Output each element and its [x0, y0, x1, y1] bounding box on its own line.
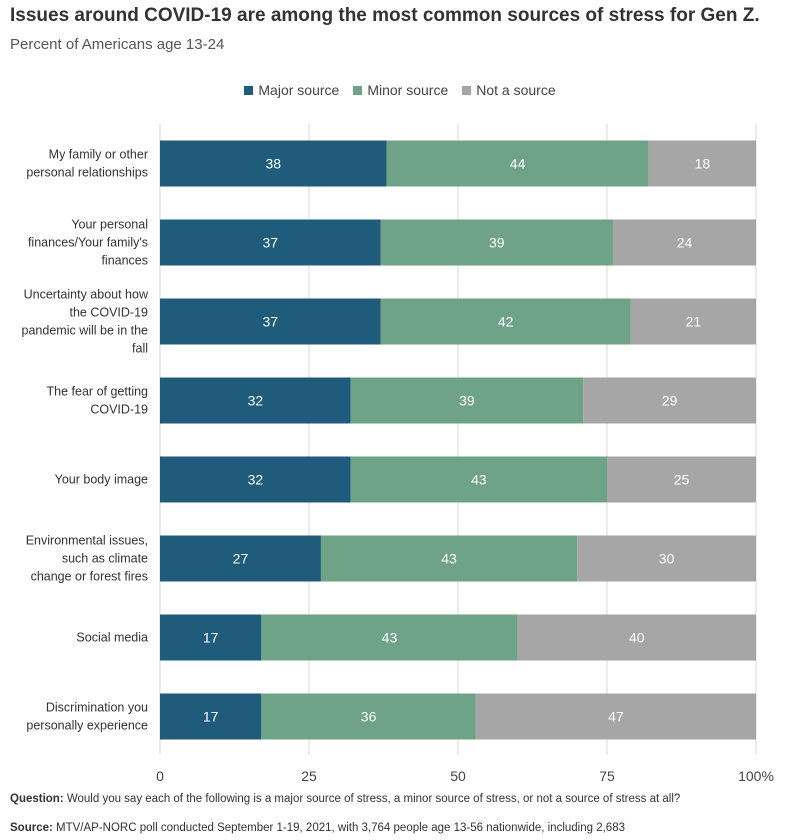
legend-label-major: Major source [258, 82, 340, 98]
category-label-line-1-2: finances [101, 254, 148, 268]
category-label-line-1-1: finances/Your family's [28, 236, 148, 250]
bar-segment-4-0 [160, 456, 351, 503]
footnote-question-label: Question: [10, 793, 64, 805]
data-label-4-2: 25 [674, 472, 690, 488]
category-label-line-3-0: The fear of getting [47, 385, 149, 399]
bar-segment-2-1 [380, 298, 631, 345]
legend-item-major: Major source [244, 82, 339, 98]
chart-title: Issues around COVID-19 are among the mos… [10, 5, 760, 26]
category-label-line-7-1: personally experience [26, 719, 148, 733]
category-label-line-6-0: Social media [76, 631, 148, 645]
category-label-6: Social media [76, 631, 148, 645]
category-label-2: Uncertainty about how the COVID-19 pandemi… [22, 288, 149, 356]
category-label-5: Environmental issues, such as climate chan… [26, 534, 148, 584]
x-tick-label-4: 100% [738, 768, 774, 784]
chart-subtitle: Percent of Americans age 13-24 [10, 36, 225, 53]
bar-segment-7-0 [160, 693, 262, 740]
data-label-1-1: 39 [489, 235, 505, 251]
footnote-question: Question: Would you say each of the foll… [10, 793, 792, 806]
x-tick-label-0: 0 [156, 768, 164, 784]
bar-segment-0-1 [386, 140, 649, 187]
category-label-line-2-3: fall [132, 342, 148, 356]
data-label-2-1: 42 [498, 314, 514, 330]
legend-label-not: Not a source [476, 82, 556, 98]
data-label-1-0: 37 [262, 235, 278, 251]
bar-segment-5-1 [320, 535, 578, 582]
legend-item-minor: Minor source [353, 82, 448, 98]
bar-segment-5-2 [577, 535, 756, 582]
data-label-6-0: 17 [203, 630, 219, 646]
data-label-6-1: 43 [382, 630, 398, 646]
footnote-question-text: Would you say each of the following is a… [63, 793, 681, 805]
data-label-0-1: 44 [510, 156, 526, 172]
category-label-line-3-1: COVID-19 [90, 403, 148, 417]
bar-segment-7-2 [475, 693, 756, 740]
data-label-7-0: 17 [203, 709, 219, 725]
bar-segment-1-2 [612, 219, 756, 266]
bar-segment-1-1 [380, 219, 613, 266]
bar-segment-6-2 [517, 614, 756, 661]
x-tick-label-3: 75 [599, 768, 615, 784]
category-label-line-2-0: Uncertainty about how [24, 288, 149, 302]
bar-segment-3-0 [160, 377, 351, 424]
category-label-3: The fear of getting COVID-19 [47, 385, 149, 417]
bar-segment-2-2 [630, 298, 756, 345]
data-label-5-2: 30 [659, 551, 675, 567]
bar-segment-0-2 [648, 140, 756, 187]
data-label-5-1: 43 [441, 551, 457, 567]
category-label-line-5-1: such as climate [62, 552, 148, 566]
data-label-3-0: 32 [248, 393, 264, 409]
footnote-source: Source: MTV/AP-NORC poll conducted Septe… [10, 822, 792, 836]
category-label-7: Discrimination you personally experience [26, 701, 148, 733]
category-label-line-4-0: Your body image [55, 473, 148, 487]
category-label-line-1-0: Your personal [71, 218, 148, 232]
bar-segment-3-2 [583, 377, 756, 424]
data-label-0-2: 18 [695, 156, 711, 172]
legend-swatch-not [462, 85, 472, 95]
legend-item-not: Not a source [462, 82, 556, 98]
category-label-1: Your personal finances/Your family's finan… [28, 218, 148, 268]
category-label-line-2-1: the COVID-19 [69, 306, 148, 320]
category-label-line-5-0: Environmental issues, [26, 534, 148, 548]
bar-segment-6-1 [261, 614, 518, 661]
bar-segment-6-0 [160, 614, 262, 661]
data-label-2-0: 37 [262, 314, 278, 330]
data-label-6-2: 40 [629, 630, 645, 646]
x-tick-label-1: 25 [301, 768, 317, 784]
legend-swatch-major [244, 85, 254, 95]
data-label-2-2: 21 [686, 314, 702, 330]
data-label-0-0: 38 [265, 156, 281, 172]
legend: Major source Minor source Not a source [0, 82, 800, 98]
footnote-source-text: MTV/AP-NORC poll conducted September 1-1… [52, 822, 625, 834]
category-label-line-5-2: change or forest fires [31, 570, 148, 584]
bar-segment-0-0 [160, 140, 387, 187]
category-label-0: My family or other personal relationships [26, 148, 148, 180]
category-label-line-7-0: Discrimination you [46, 701, 148, 715]
bar-segment-5-0 [160, 535, 321, 582]
bar-segment-7-1 [261, 693, 476, 740]
legend-label-minor: Minor source [367, 82, 449, 98]
bar-segment-4-1 [350, 456, 607, 503]
data-label-7-2: 47 [608, 709, 624, 725]
data-label-3-2: 29 [662, 393, 678, 409]
data-label-4-0: 32 [248, 472, 264, 488]
category-label-line-2-2: pandemic will be in the [22, 324, 149, 338]
category-label-line-0-0: My family or other [49, 148, 148, 162]
data-label-1-2: 24 [677, 235, 693, 251]
stacked-bar-chart: 38 44 18 My family or other personal relatio… [22, 124, 774, 784]
data-label-5-0: 27 [233, 551, 249, 567]
data-label-3-1: 39 [459, 393, 475, 409]
data-label-4-1: 43 [471, 472, 487, 488]
data-label-7-1: 36 [361, 709, 377, 725]
bar-segment-1-0 [160, 219, 381, 266]
footnote-source-label: Source: [10, 822, 53, 834]
category-label-line-0-1: personal relationships [26, 166, 148, 180]
bar-segment-3-1 [350, 377, 584, 424]
bar-segment-4-2 [607, 456, 756, 503]
bar-segment-2-0 [160, 298, 381, 345]
x-tick-label-2: 50 [450, 768, 466, 784]
category-label-4: Your body image [55, 473, 148, 487]
legend-swatch-minor [353, 85, 363, 95]
